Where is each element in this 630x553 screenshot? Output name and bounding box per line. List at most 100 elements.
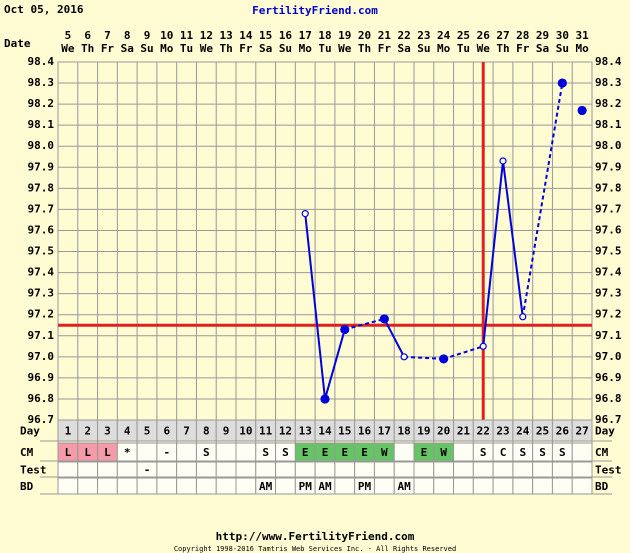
cm-value: S — [539, 446, 546, 459]
cm-cell — [136, 442, 158, 462]
cm-value: S — [519, 446, 526, 459]
test-cell — [433, 461, 455, 478]
date-label: 20 — [358, 29, 371, 42]
weekday-label: Su — [279, 42, 292, 55]
bd-cell — [413, 477, 435, 495]
bd-value: AM — [259, 480, 273, 493]
y-tick-label-right: 97.2 — [595, 308, 622, 321]
date-label: 6 — [84, 29, 91, 42]
weekday-label: Fr — [378, 42, 392, 55]
test-cell — [393, 461, 415, 478]
bd-cell — [492, 477, 514, 495]
weekday-label: Mo — [299, 42, 313, 55]
cycle-day: 24 — [516, 425, 530, 438]
date-label: 7 — [104, 29, 111, 42]
y-tick-label: 98.0 — [28, 139, 55, 152]
weekday-label: We — [477, 42, 491, 55]
cm-cell — [393, 442, 415, 462]
cycle-day: 8 — [203, 425, 210, 438]
date-label: 10 — [160, 29, 173, 42]
y-tick-label-right: 97.0 — [595, 350, 622, 363]
date-label: 11 — [180, 29, 194, 42]
cm-value: - — [163, 446, 170, 459]
test-cell — [453, 461, 474, 478]
y-tick-label-right: 97.6 — [595, 223, 622, 236]
date-label: 27 — [496, 29, 509, 42]
test-cell — [373, 461, 395, 478]
weekday-label: Sa — [259, 42, 272, 55]
cm-value: L — [104, 446, 111, 459]
temp-point — [499, 157, 507, 165]
cycle-day: 6 — [163, 425, 170, 438]
cycle-day: 4 — [124, 425, 131, 438]
cm-value: C — [500, 446, 507, 459]
cycle-day: 18 — [397, 425, 410, 438]
test-cell — [97, 461, 118, 478]
test-cell — [176, 461, 197, 478]
weekday-label: We — [338, 42, 352, 55]
weekday-label: Tu — [180, 42, 193, 55]
bd-cell — [57, 477, 79, 495]
bd-value: AM — [397, 480, 411, 493]
bd-cell — [176, 477, 197, 495]
date-label: 25 — [457, 29, 470, 42]
cm-value: S — [262, 446, 269, 459]
row-label-right: CM — [595, 446, 609, 459]
row-label: Day — [20, 425, 40, 438]
y-tick-label-right: 96.7 — [595, 413, 622, 426]
y-tick-label: 97.4 — [28, 266, 55, 279]
bd-cell — [195, 477, 217, 495]
y-tick-label: 97.9 — [28, 160, 55, 173]
test-cell — [571, 461, 593, 478]
cm-value: * — [124, 446, 131, 459]
weekday-label: Th — [81, 42, 94, 55]
temp-point — [320, 394, 330, 404]
test-cell — [77, 461, 99, 478]
cm-value: W — [440, 446, 447, 459]
cm-value: S — [480, 446, 487, 459]
date-label: 24 — [437, 29, 451, 42]
test-cell — [551, 461, 573, 478]
bd-cell — [215, 477, 237, 495]
weekday-label: Tu — [318, 42, 331, 55]
weekday-label: Mo — [160, 42, 174, 55]
bd-cell — [116, 477, 138, 495]
temp-segment — [502, 160, 524, 317]
y-tick-label-right: 97.4 — [595, 266, 622, 279]
temp-point — [557, 78, 567, 88]
cm-cell — [571, 442, 593, 462]
cycle-day: 20 — [437, 425, 450, 438]
cycle-day: 7 — [183, 425, 190, 438]
weekday-label: Fr — [101, 42, 115, 55]
temp-point — [519, 313, 527, 321]
y-tick-label-right: 97.3 — [595, 287, 622, 300]
date-label: 18 — [318, 29, 331, 42]
y-tick-label-right: 98.1 — [595, 118, 622, 131]
cm-value: L — [65, 446, 72, 459]
weekday-label: Fr — [516, 42, 530, 55]
cm-value: W — [381, 446, 388, 459]
temp-point — [379, 314, 389, 324]
y-tick-label: 97.2 — [28, 308, 55, 321]
cycle-day: 5 — [144, 425, 151, 438]
cycle-day: 12 — [279, 425, 292, 438]
bd-cell — [97, 477, 118, 495]
weekday-label: Th — [496, 42, 509, 55]
bd-cell — [453, 477, 474, 495]
bd-cell — [472, 477, 494, 495]
y-tick-label: 98.2 — [28, 97, 55, 110]
y-tick-label-right: 97.1 — [595, 329, 622, 342]
row-label: CM — [20, 446, 34, 459]
weekday-label: Mo — [575, 42, 589, 55]
temp-segment — [383, 318, 405, 358]
test-cell — [57, 461, 79, 478]
cm-cell — [453, 442, 474, 462]
cycle-day: 10 — [239, 425, 252, 438]
test-cell — [492, 461, 514, 478]
test-cell — [235, 461, 257, 478]
date-label: 5 — [65, 29, 72, 42]
weekday-label: Sa — [121, 42, 134, 55]
temp-point — [400, 353, 408, 361]
cycle-day: 25 — [536, 425, 549, 438]
bd-cell — [136, 477, 158, 495]
